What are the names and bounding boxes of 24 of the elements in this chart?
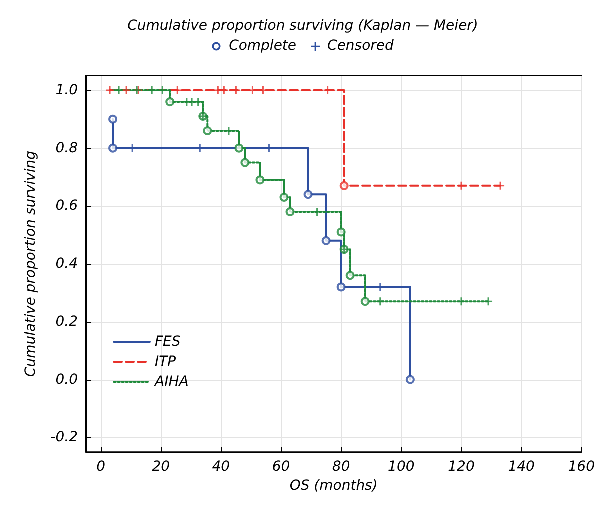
- legend-label: FES: [155, 334, 181, 350]
- y-tick-label: 1.0: [56, 82, 78, 98]
- y-axis-title: Cumulative proportion surviving: [23, 150, 39, 378]
- y-tick-label: -0.2: [50, 430, 78, 446]
- x-tick-label: 0: [96, 459, 106, 476]
- x-tick-label: 160: [568, 459, 596, 476]
- chart-title: Cumulative proportion surviving (Kaplan — Meier): [128, 18, 478, 34]
- x-axis-title: OS (months): [290, 478, 378, 494]
- y-tick-label: 0.2: [56, 314, 78, 330]
- text: Complete: [229, 38, 297, 54]
- y-tick-label: 0.8: [56, 140, 78, 156]
- legend-label: ITP: [155, 354, 177, 370]
- x-tick-label: 120: [448, 459, 475, 476]
- x-tick-label: 80: [332, 459, 350, 476]
- x-tick-label: 40: [212, 459, 230, 476]
- y-tick-label: 0.0: [56, 372, 78, 388]
- x-tick-label: 20: [152, 459, 170, 476]
- y-tick-label: 0.6: [56, 198, 78, 214]
- x-tick-label: 60: [272, 459, 290, 476]
- legend-label: AIHA: [154, 374, 189, 390]
- text: Censored: [328, 38, 394, 54]
- x-tick-label: 100: [388, 459, 415, 476]
- y-tick-label: 0.4: [56, 256, 78, 272]
- x-tick-label: 140: [508, 459, 536, 476]
